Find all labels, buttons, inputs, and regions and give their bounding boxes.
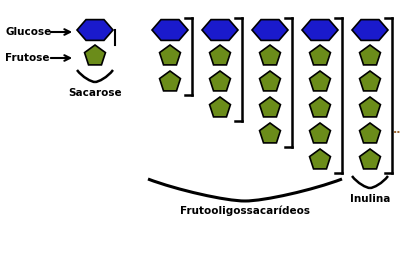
- Text: Frutose: Frutose: [5, 53, 50, 63]
- Polygon shape: [360, 71, 380, 91]
- Polygon shape: [160, 45, 180, 65]
- Polygon shape: [360, 97, 380, 117]
- Polygon shape: [260, 123, 280, 143]
- Polygon shape: [152, 20, 188, 40]
- Polygon shape: [360, 123, 380, 143]
- Polygon shape: [310, 149, 330, 169]
- Text: Frutooligossacarídeos: Frutooligossacarídeos: [180, 205, 310, 215]
- Text: Inulina: Inulina: [350, 194, 390, 204]
- Polygon shape: [252, 20, 288, 40]
- Text: ...: ...: [393, 125, 400, 135]
- Polygon shape: [210, 71, 230, 91]
- Polygon shape: [352, 20, 388, 40]
- Polygon shape: [310, 97, 330, 117]
- Polygon shape: [84, 45, 106, 65]
- Polygon shape: [360, 149, 380, 169]
- Polygon shape: [310, 71, 330, 91]
- Polygon shape: [260, 97, 280, 117]
- Polygon shape: [310, 123, 330, 143]
- Polygon shape: [210, 97, 230, 117]
- Text: Sacarose: Sacarose: [68, 88, 122, 98]
- Polygon shape: [302, 20, 338, 40]
- Polygon shape: [360, 45, 380, 65]
- Polygon shape: [260, 45, 280, 65]
- Polygon shape: [210, 45, 230, 65]
- Polygon shape: [260, 71, 280, 91]
- Polygon shape: [160, 71, 180, 91]
- Text: Glucose: Glucose: [5, 27, 51, 37]
- Polygon shape: [202, 20, 238, 40]
- Polygon shape: [77, 20, 113, 40]
- Polygon shape: [310, 45, 330, 65]
